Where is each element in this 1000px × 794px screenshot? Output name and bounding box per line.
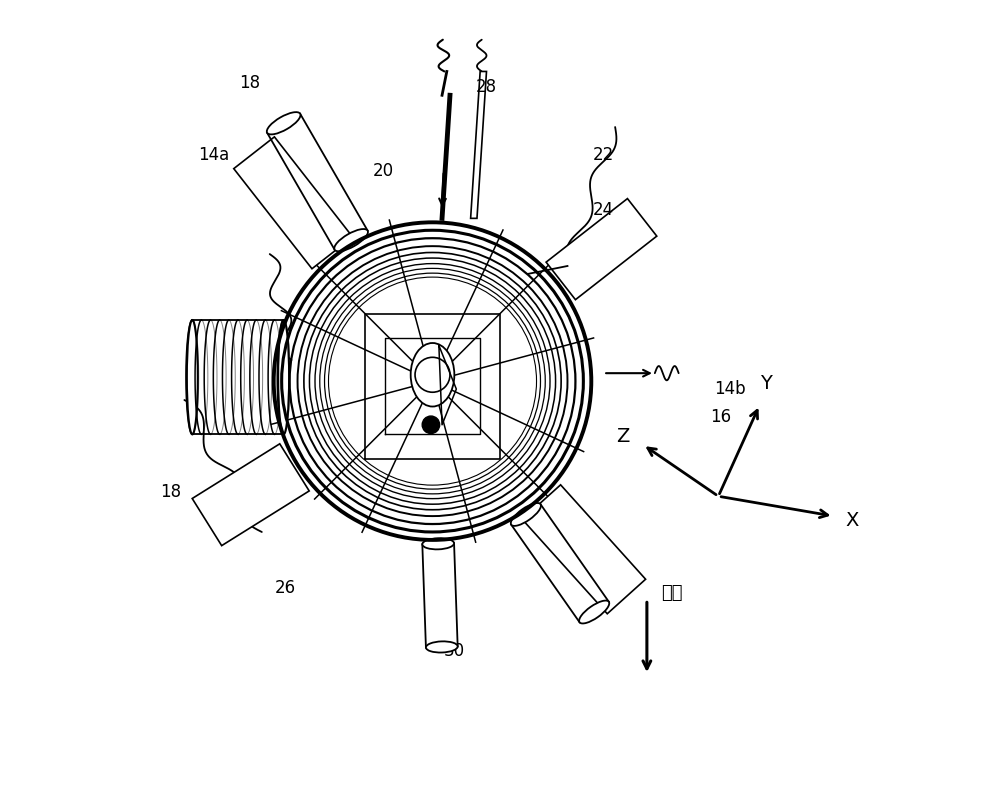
- Text: 20: 20: [373, 162, 394, 179]
- Text: 14b: 14b: [714, 380, 746, 398]
- Polygon shape: [471, 71, 487, 218]
- Ellipse shape: [411, 343, 454, 407]
- Text: X: X: [845, 511, 859, 530]
- Ellipse shape: [267, 112, 300, 134]
- Ellipse shape: [278, 320, 289, 434]
- Text: Z: Z: [616, 427, 629, 446]
- Text: 24: 24: [593, 202, 614, 219]
- Ellipse shape: [511, 503, 541, 526]
- Ellipse shape: [579, 600, 609, 623]
- Text: 22: 22: [593, 146, 614, 164]
- Ellipse shape: [334, 229, 368, 251]
- Text: 26: 26: [275, 579, 296, 596]
- Text: 16: 16: [710, 408, 732, 426]
- Ellipse shape: [187, 320, 198, 434]
- Text: 30: 30: [444, 642, 465, 660]
- Circle shape: [415, 357, 450, 392]
- Text: Y: Y: [760, 374, 772, 393]
- Circle shape: [422, 416, 440, 434]
- Text: 重力: 重力: [661, 584, 683, 602]
- Polygon shape: [234, 137, 353, 268]
- Ellipse shape: [426, 642, 458, 653]
- Polygon shape: [522, 485, 646, 614]
- Text: 18: 18: [160, 484, 181, 501]
- Text: 14a: 14a: [199, 146, 230, 164]
- Text: 28: 28: [476, 79, 497, 96]
- Polygon shape: [546, 198, 657, 299]
- Text: 18: 18: [239, 75, 260, 92]
- Ellipse shape: [422, 538, 454, 549]
- Polygon shape: [192, 444, 309, 545]
